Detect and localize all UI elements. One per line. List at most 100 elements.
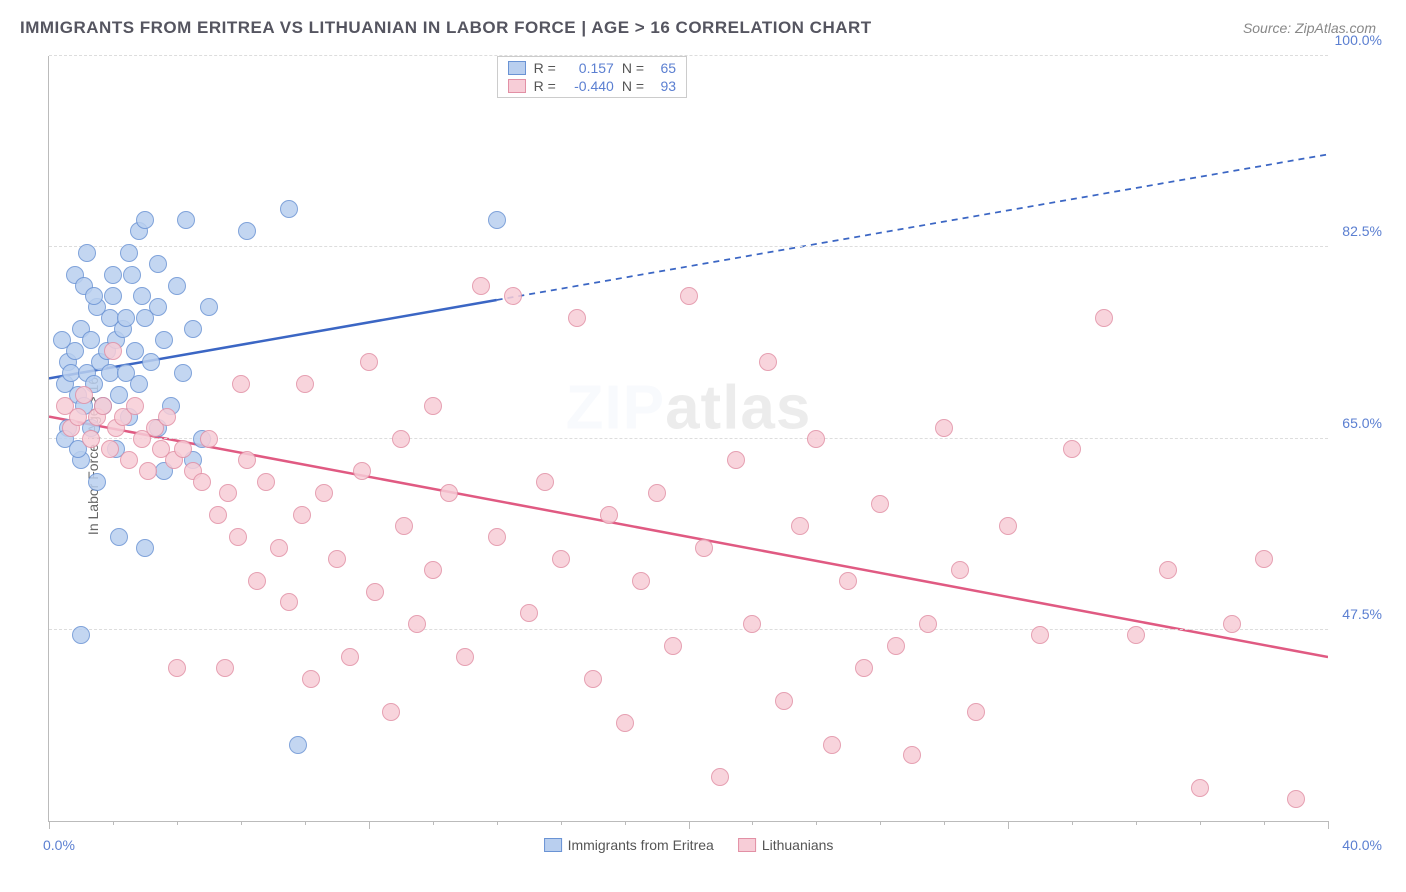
data-point-lithuanians bbox=[216, 659, 234, 677]
x-tick-minor bbox=[497, 821, 498, 825]
y-tick-label: 47.5% bbox=[1332, 606, 1382, 622]
data-point-lithuanians bbox=[456, 648, 474, 666]
data-point-lithuanians bbox=[193, 473, 211, 491]
data-point-lithuanians bbox=[101, 440, 119, 458]
stat-n-label: N = bbox=[622, 78, 644, 94]
x-tick-minor bbox=[880, 821, 881, 825]
x-tick-major bbox=[689, 821, 690, 829]
legend-swatch bbox=[738, 838, 756, 852]
data-point-eritrea bbox=[238, 222, 256, 240]
x-tick-minor bbox=[241, 821, 242, 825]
x-tick-minor bbox=[561, 821, 562, 825]
x-tick-major bbox=[369, 821, 370, 829]
data-point-lithuanians bbox=[341, 648, 359, 666]
data-point-lithuanians bbox=[120, 451, 138, 469]
gridline-h bbox=[49, 246, 1328, 247]
data-point-lithuanians bbox=[209, 506, 227, 524]
data-point-eritrea bbox=[200, 298, 218, 316]
legend-swatch bbox=[544, 838, 562, 852]
data-point-lithuanians bbox=[104, 342, 122, 360]
data-point-lithuanians bbox=[695, 539, 713, 557]
data-point-lithuanians bbox=[759, 353, 777, 371]
data-point-lithuanians bbox=[424, 397, 442, 415]
data-point-lithuanians bbox=[807, 430, 825, 448]
data-point-lithuanians bbox=[257, 473, 275, 491]
data-point-eritrea bbox=[123, 266, 141, 284]
data-point-lithuanians bbox=[711, 768, 729, 786]
data-point-lithuanians bbox=[1127, 626, 1145, 644]
data-point-eritrea bbox=[126, 342, 144, 360]
plot-area: ZIPatlas R =0.157N =65R =-0.440N =93 0.0… bbox=[48, 56, 1328, 822]
data-point-lithuanians bbox=[520, 604, 538, 622]
gridline-h bbox=[49, 55, 1328, 56]
x-tick-minor bbox=[177, 821, 178, 825]
data-point-eritrea bbox=[136, 539, 154, 557]
stat-r-value: -0.440 bbox=[564, 78, 614, 94]
data-point-lithuanians bbox=[727, 451, 745, 469]
stat-n-value: 93 bbox=[652, 78, 676, 94]
stat-r-label: R = bbox=[534, 78, 556, 94]
data-point-lithuanians bbox=[504, 287, 522, 305]
legend-item-eritrea: Immigrants from Eritrea bbox=[544, 837, 714, 853]
data-point-lithuanians bbox=[168, 659, 186, 677]
x-tick-minor bbox=[113, 821, 114, 825]
data-point-lithuanians bbox=[280, 593, 298, 611]
data-point-eritrea bbox=[104, 287, 122, 305]
data-point-lithuanians bbox=[219, 484, 237, 502]
data-point-lithuanians bbox=[408, 615, 426, 633]
x-tick-major bbox=[1008, 821, 1009, 829]
data-point-lithuanians bbox=[158, 408, 176, 426]
legend-label: Lithuanians bbox=[762, 837, 834, 853]
data-point-eritrea bbox=[280, 200, 298, 218]
data-point-eritrea bbox=[136, 211, 154, 229]
data-point-lithuanians bbox=[69, 408, 87, 426]
data-point-lithuanians bbox=[903, 746, 921, 764]
watermark: ZIPatlas bbox=[566, 372, 812, 443]
stats-legend-box: R =0.157N =65R =-0.440N =93 bbox=[497, 56, 687, 98]
x-tick-minor bbox=[1136, 821, 1137, 825]
data-point-lithuanians bbox=[360, 353, 378, 371]
data-point-lithuanians bbox=[1063, 440, 1081, 458]
chart-title: IMMIGRANTS FROM ERITREA VS LITHUANIAN IN… bbox=[20, 18, 872, 38]
x-tick-minor bbox=[625, 821, 626, 825]
data-point-lithuanians bbox=[353, 462, 371, 480]
data-point-lithuanians bbox=[552, 550, 570, 568]
x-tick-minor bbox=[433, 821, 434, 825]
data-point-lithuanians bbox=[791, 517, 809, 535]
data-point-lithuanians bbox=[200, 430, 218, 448]
stat-r-value: 0.157 bbox=[564, 60, 614, 76]
data-point-lithuanians bbox=[919, 615, 937, 633]
legend-item-lithuanians: Lithuanians bbox=[738, 837, 834, 853]
data-point-eritrea bbox=[142, 353, 160, 371]
stat-r-label: R = bbox=[534, 60, 556, 76]
data-point-eritrea bbox=[85, 287, 103, 305]
series-legend: Immigrants from Eritrea Lithuanians bbox=[544, 837, 834, 853]
data-point-lithuanians bbox=[248, 572, 266, 590]
data-point-lithuanians bbox=[392, 430, 410, 448]
data-point-lithuanians bbox=[680, 287, 698, 305]
data-point-lithuanians bbox=[293, 506, 311, 524]
data-point-lithuanians bbox=[366, 583, 384, 601]
data-point-lithuanians bbox=[395, 517, 413, 535]
data-point-lithuanians bbox=[1159, 561, 1177, 579]
data-point-lithuanians bbox=[839, 572, 857, 590]
legend-label: Immigrants from Eritrea bbox=[568, 837, 714, 853]
data-point-lithuanians bbox=[1255, 550, 1273, 568]
x-tick-minor bbox=[305, 821, 306, 825]
data-point-lithuanians bbox=[238, 451, 256, 469]
data-point-lithuanians bbox=[174, 440, 192, 458]
data-point-eritrea bbox=[66, 342, 84, 360]
data-point-lithuanians bbox=[999, 517, 1017, 535]
data-point-lithuanians bbox=[82, 430, 100, 448]
data-point-lithuanians bbox=[328, 550, 346, 568]
data-point-eritrea bbox=[78, 244, 96, 262]
data-point-lithuanians bbox=[536, 473, 554, 491]
data-point-lithuanians bbox=[440, 484, 458, 502]
data-point-lithuanians bbox=[139, 462, 157, 480]
data-point-lithuanians bbox=[584, 670, 602, 688]
data-point-lithuanians bbox=[823, 736, 841, 754]
chart-container: In Labor Force | Age > 16 ZIPatlas R =0.… bbox=[48, 56, 1382, 856]
data-point-lithuanians bbox=[1191, 779, 1209, 797]
legend-swatch bbox=[508, 79, 526, 93]
data-point-eritrea bbox=[120, 244, 138, 262]
